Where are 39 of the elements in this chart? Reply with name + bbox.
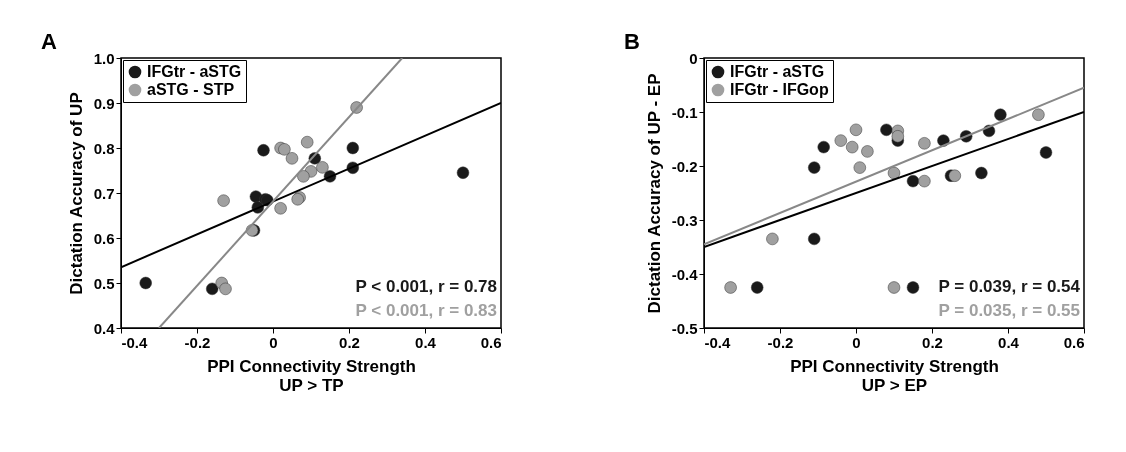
y-tick-label: 0.4 [93, 319, 116, 337]
x-axis-title: PPI Connectivity Strength UP > TP [207, 356, 416, 395]
x-tick-label: 0.4 [415, 333, 437, 351]
y-tick-label: 1.0 [93, 49, 115, 67]
x-tick-label: -0.4 [704, 333, 731, 351]
y-tick-label: 0.6 [93, 229, 115, 247]
y-tick-label: 0.9 [93, 94, 115, 112]
y-tick-label: 0.8 [93, 139, 115, 157]
x-axis-title: PPI Connectivity Strength UP > EP [790, 356, 999, 395]
y-axis-title: Dictation Accuracy of UP - EP [644, 73, 664, 314]
annotation: P < 0.001, r = 0.83 [355, 301, 497, 320]
x-tick-label: -0.4 [121, 333, 148, 351]
x-tick-label: 0.6 [480, 333, 502, 351]
annotation: P = 0.039, r = 0.54 [938, 277, 1081, 296]
x-tick-label: -0.2 [767, 333, 794, 351]
legend-label: aSTG - STP [147, 81, 235, 98]
text: A [41, 29, 57, 54]
legend-label: IFGtr - aSTG [730, 63, 825, 80]
annotation: P = 0.035, r = 0.55 [938, 301, 1080, 320]
y-tick-label: -0.4 [671, 265, 699, 283]
x-tick-label: 0 [269, 333, 278, 351]
text: B [624, 29, 640, 54]
x-tick-label: 0.6 [1063, 333, 1085, 351]
y-tick-label: 0 [689, 49, 698, 67]
y-tick-label: -0.1 [671, 103, 698, 121]
y-tick-label: -0.2 [671, 157, 698, 175]
annotation: P < 0.001, r = 0.78 [355, 277, 497, 296]
x-tick-label: 0 [852, 333, 861, 351]
y-axis-title: Dictation Accuracy of UP [66, 92, 86, 295]
legend-label: IFGtr - aSTG [147, 63, 242, 80]
x-tick-label: 0.2 [339, 333, 360, 351]
y-tick-label: -0.5 [671, 319, 698, 337]
x-tick-label: 0.2 [922, 333, 943, 351]
x-tick-label: 0.4 [998, 333, 1020, 351]
y-tick-label: 0.5 [93, 274, 115, 292]
x-tick-label: -0.2 [184, 333, 211, 351]
y-tick-label: -0.3 [671, 211, 698, 229]
y-tick-label: 0.7 [93, 184, 115, 202]
legend-label: IFGtr - IFGop [730, 81, 829, 98]
